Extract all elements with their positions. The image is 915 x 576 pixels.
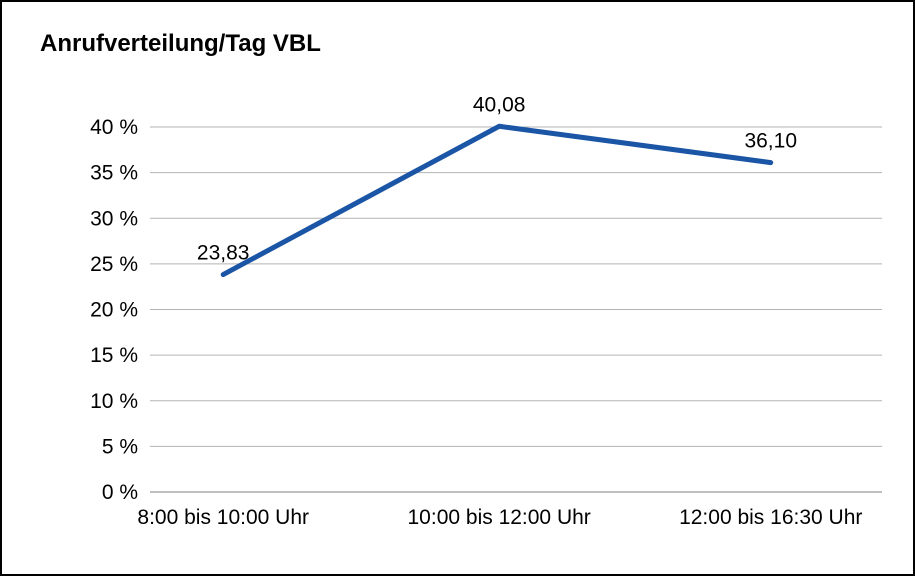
- point-label: 23,83: [197, 242, 250, 265]
- x-tick-label: 10:00 bis 12:00 Uhr: [408, 506, 591, 529]
- y-tick-label: 15 %: [90, 344, 138, 367]
- series-line: [220, 123, 774, 278]
- y-tick-label: 40 %: [90, 116, 138, 139]
- y-tick-label: 10 %: [90, 390, 138, 413]
- y-tick-label: 0 %: [102, 481, 138, 504]
- y-tick-label: 25 %: [90, 253, 138, 276]
- y-tick-label: 20 %: [90, 299, 138, 322]
- y-tick-label: 35 %: [90, 162, 138, 185]
- y-tick-label: 5 %: [102, 435, 138, 458]
- point-label: 40,08: [473, 93, 526, 116]
- chart-title: Anrufverteilung/Tag VBL: [40, 30, 321, 57]
- y-tick-label: 30 %: [90, 207, 138, 230]
- x-tick-label: 8:00 bis 10:00 Uhr: [137, 506, 309, 529]
- x-tick-label: 12:00 bis 16:30 Uhr: [679, 506, 862, 529]
- point-label: 36,10: [744, 130, 797, 153]
